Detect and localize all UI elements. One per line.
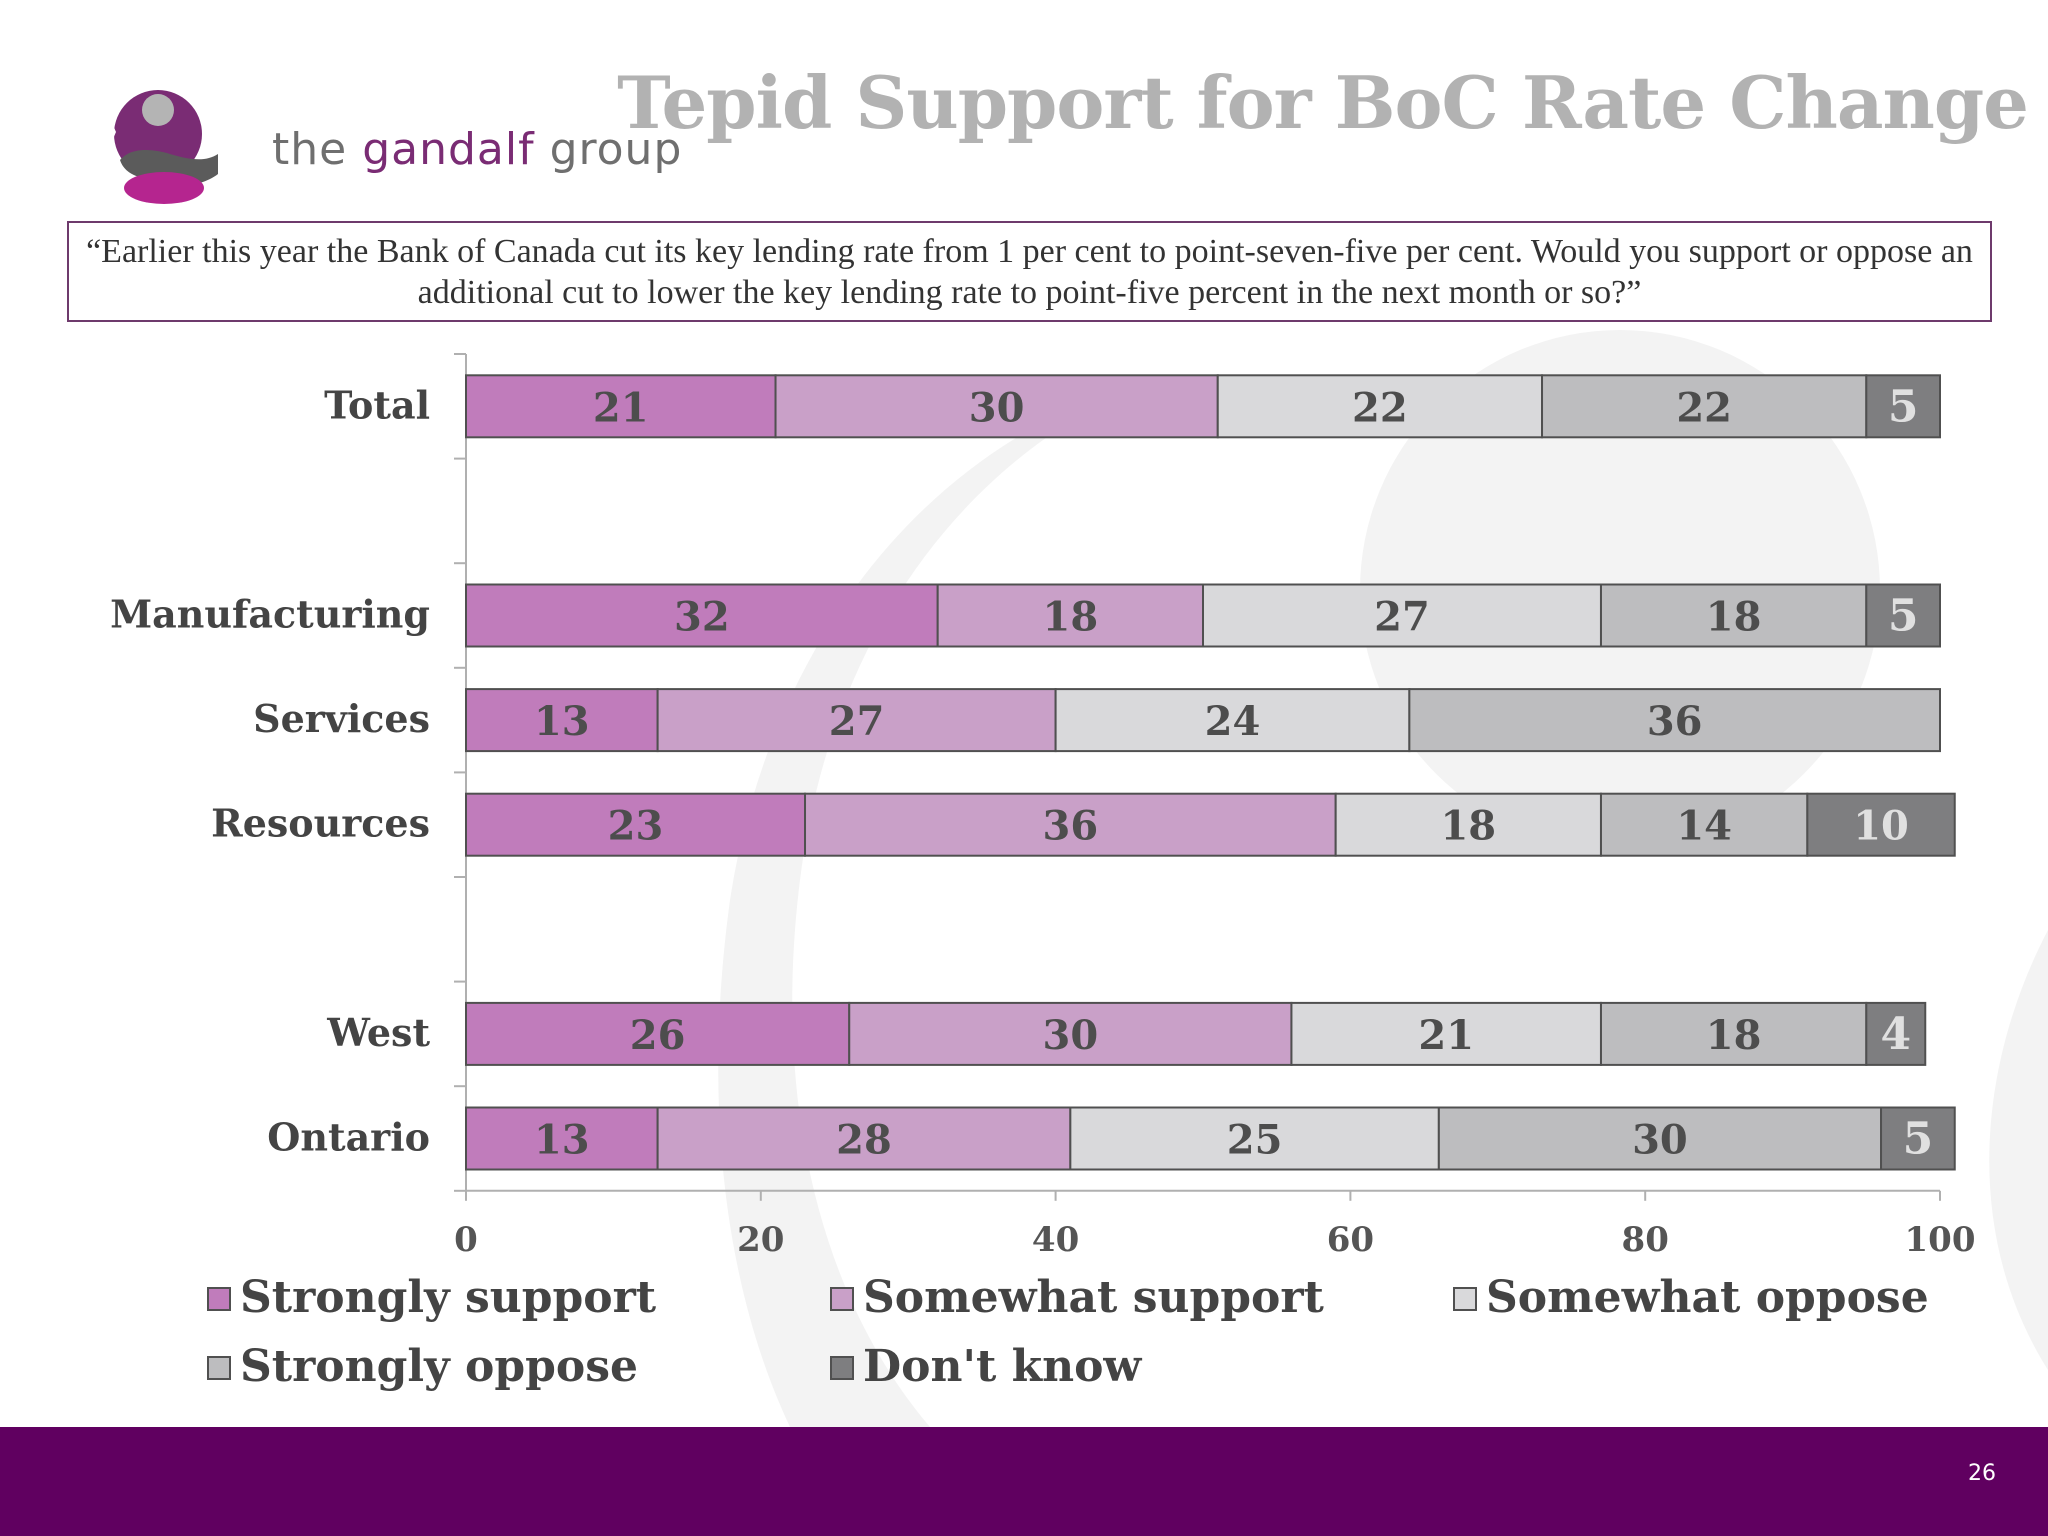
footer-bar: 26: [0, 1427, 2048, 1536]
category-label: West: [326, 1010, 430, 1055]
bar-value-label: 4: [1880, 1009, 1911, 1060]
bar-segment: [465, 792, 807, 857]
bar-value-label: 5: [1888, 381, 1919, 432]
bar-value-label: 36: [1647, 698, 1703, 745]
category-label: Ontario: [267, 1115, 430, 1160]
bar-value-label: 18: [1706, 1012, 1762, 1059]
gandalf-logo: [110, 90, 218, 204]
bar-segment: [1216, 374, 1544, 439]
bar-segment: [1290, 1001, 1602, 1066]
category-label: Total: [324, 382, 430, 427]
bar-segment: [1437, 1106, 1883, 1171]
x-tick-label: 40: [1032, 1220, 1079, 1260]
bar-value-label: 13: [534, 698, 590, 745]
bar-value-label: 27: [829, 698, 885, 745]
bar-segment: [1202, 583, 1602, 648]
bar-segment: [656, 1106, 1072, 1171]
bar-value-label: 5: [1888, 591, 1919, 642]
bar-segment: [1599, 583, 1868, 648]
bar-segment: [1865, 583, 1942, 648]
bar-value-label: 22: [1352, 384, 1408, 431]
bar-segment: [1865, 374, 1942, 439]
bar-segment: [1599, 792, 1809, 857]
brand-name-left: the: [272, 124, 363, 175]
brand-name-right: group: [534, 124, 683, 175]
bar-segment: [1334, 792, 1602, 857]
x-tick-label: 0: [454, 1220, 478, 1260]
slide-title: Tepid Support for BoC Rate Change: [617, 60, 2029, 145]
bar-value-label: 18: [1706, 594, 1762, 641]
bar-segment: [465, 1106, 659, 1171]
legend-label: Somewhat oppose: [1486, 1272, 1929, 1323]
bar-segment: [465, 583, 939, 648]
bar-value-label: 25: [1227, 1117, 1283, 1164]
category-label: Services: [253, 696, 430, 741]
x-tick-label: 80: [1622, 1220, 1669, 1260]
legend-swatch: [830, 1287, 854, 1311]
bar-value-label: 27: [1374, 594, 1430, 641]
x-tick-label: 100: [1905, 1220, 1976, 1260]
x-tick-label: 20: [737, 1220, 784, 1260]
bar-segment: [1069, 1106, 1440, 1171]
bar-value-label: 18: [1043, 594, 1099, 641]
bar-value-label: 21: [593, 384, 649, 431]
legend-swatch: [830, 1356, 854, 1380]
survey-question: “Earlier this year the Bank of Canada cu…: [67, 221, 1992, 322]
bar-segment: [774, 374, 1219, 439]
bar-value-label: 14: [1676, 803, 1732, 850]
bar-segment: [1599, 1001, 1868, 1066]
bar-value-label: 13: [534, 1117, 590, 1164]
page-number: 26: [1968, 1461, 1996, 1486]
bar-value-label: 23: [608, 803, 664, 850]
bar-segment: [1865, 1001, 1927, 1066]
category-label: Manufacturing: [110, 592, 430, 637]
legend-swatch: [207, 1356, 231, 1380]
bar-segment: [1408, 688, 1941, 753]
bar-value-label: 36: [1043, 803, 1099, 850]
bar-value-label: 10: [1853, 803, 1909, 850]
x-tick-label: 60: [1327, 1220, 1374, 1260]
bar-value-label: 24: [1205, 698, 1261, 745]
bar-value-label: 32: [674, 594, 730, 641]
legend-swatch: [207, 1287, 231, 1311]
category-label: Resources: [211, 801, 430, 846]
bar-value-label: 28: [836, 1117, 892, 1164]
legend-label: Don't know: [863, 1341, 1142, 1392]
legend-swatch: [1453, 1287, 1477, 1311]
bar-segment: [465, 374, 777, 439]
stacked-bar-chart: 0 20 40 60 80 100 Total 21 30 22 22 5 Manufacturing 3…: [110, 353, 1976, 1392]
bar-value-label: 22: [1676, 384, 1732, 431]
bar-segment: [848, 1001, 1293, 1066]
bar-segment: [465, 1001, 851, 1066]
legend-label: Strongly oppose: [240, 1341, 638, 1392]
legend-label: Strongly support: [240, 1272, 657, 1323]
bar-value-label: 30: [1632, 1117, 1688, 1164]
bar-value-label: 30: [1043, 1012, 1099, 1059]
bar-value-label: 30: [969, 384, 1025, 431]
bar-segment: [656, 688, 1057, 753]
bar-segment: [1880, 1106, 1956, 1171]
bar-segment: [1054, 688, 1411, 753]
bar-segment: [465, 688, 659, 753]
bar-segment: [1806, 792, 1956, 857]
brand-name: the gandalf group: [272, 124, 682, 175]
bar-value-label: 26: [630, 1012, 686, 1059]
bar-value-label: 5: [1903, 1114, 1934, 1165]
brand-name-mid: gandalf: [362, 124, 535, 175]
bar-segment: [804, 792, 1337, 857]
bar-segment: [1541, 374, 1868, 439]
bar-value-label: 18: [1440, 803, 1496, 850]
legend-label: Somewhat support: [863, 1272, 1325, 1323]
bar-segment: [936, 583, 1204, 648]
bar-value-label: 21: [1418, 1012, 1474, 1059]
